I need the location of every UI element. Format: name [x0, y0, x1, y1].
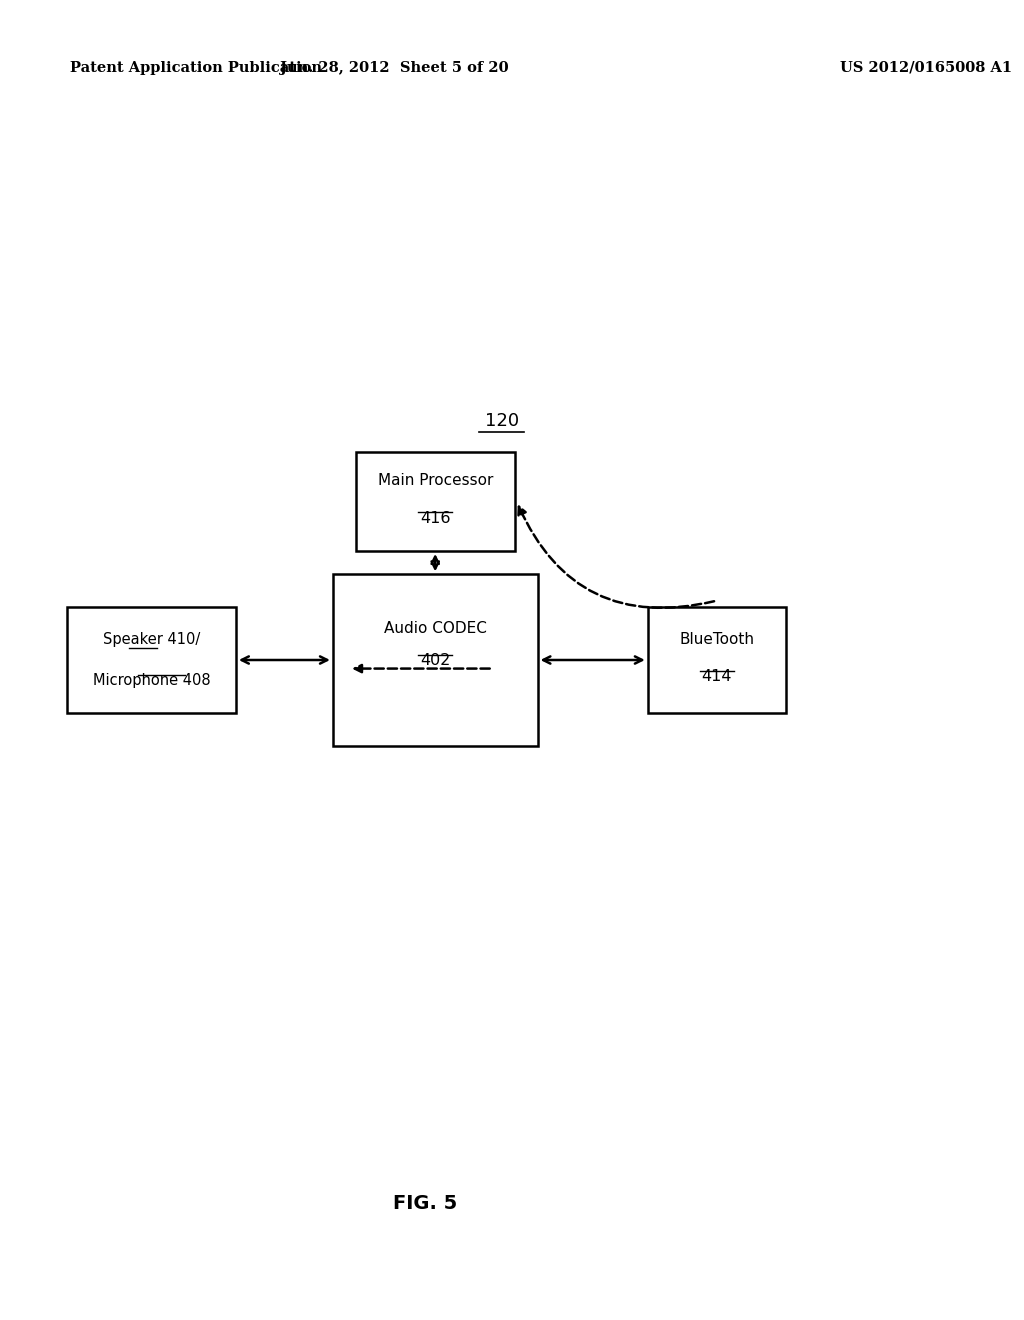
Text: Patent Application Publication: Patent Application Publication	[70, 61, 322, 75]
Text: FIG. 5: FIG. 5	[393, 1195, 457, 1213]
Text: 120: 120	[484, 412, 519, 430]
Bar	[67, 607, 236, 713]
Bar	[356, 453, 514, 552]
FancyArrowPatch shape	[518, 507, 714, 607]
Text: Microphone 408: Microphone 408	[93, 673, 210, 688]
Text: BlueTooth: BlueTooth	[679, 632, 755, 647]
FancyArrowPatch shape	[354, 665, 489, 672]
Bar	[647, 607, 786, 713]
Text: Audio CODEC: Audio CODEC	[384, 622, 486, 636]
Bar	[333, 574, 538, 746]
Text: 416: 416	[420, 511, 451, 525]
Text: Jun. 28, 2012  Sheet 5 of 20: Jun. 28, 2012 Sheet 5 of 20	[280, 61, 509, 75]
Text: Speaker 410/: Speaker 410/	[103, 632, 200, 647]
Text: 402: 402	[420, 653, 451, 668]
Text: US 2012/0165008 A1: US 2012/0165008 A1	[840, 61, 1012, 75]
Text: 414: 414	[701, 669, 732, 684]
Text: Main Processor: Main Processor	[378, 474, 493, 488]
